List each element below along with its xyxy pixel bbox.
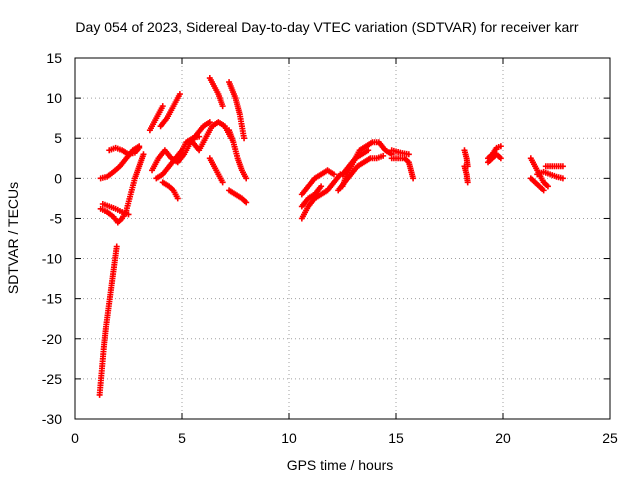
data-point-marker: [136, 144, 143, 151]
y-tick-label: 0: [54, 170, 62, 186]
x-tick-label: 20: [495, 430, 511, 446]
data-point-marker: [365, 147, 372, 154]
y-tick-label: -20: [42, 331, 62, 347]
x-tick-label: 10: [281, 430, 297, 446]
data-point-marker: [330, 171, 337, 178]
data-point-marker: [113, 243, 120, 250]
data-point-marker: [196, 133, 203, 140]
data-point-marker: [410, 175, 417, 182]
y-tick-label: 10: [46, 90, 62, 106]
x-axis-label: GPS time / hours: [287, 457, 394, 473]
y-tick-label: 5: [54, 130, 62, 146]
x-tick-label: 5: [178, 430, 186, 446]
y-tick-label: -30: [42, 411, 62, 427]
y-tick-label: -10: [42, 251, 62, 267]
data-point-marker: [241, 135, 248, 142]
data-point-marker: [219, 103, 226, 110]
data-point-marker: [405, 151, 412, 158]
chart-title: Day 054 of 2023, Sidereal Day-to-day VTE…: [75, 19, 578, 35]
y-tick-label: -5: [50, 210, 63, 226]
data-point-marker: [159, 103, 166, 110]
data-points: [96, 75, 566, 398]
data-point-marker: [219, 179, 226, 186]
data-point-marker: [559, 163, 566, 170]
data-point-marker: [125, 211, 132, 218]
y-tick-label: 15: [46, 50, 62, 66]
data-point-marker: [140, 151, 147, 158]
data-point-marker: [243, 199, 250, 206]
data-point-marker: [497, 143, 504, 150]
y-axis-label: SDTVAR / TECUs: [5, 182, 21, 294]
y-tick-label: -15: [42, 291, 62, 307]
data-point-marker: [559, 175, 566, 182]
x-tick-label: 25: [602, 430, 618, 446]
data-point-marker: [318, 183, 325, 190]
data-point-marker: [174, 195, 181, 202]
data-point-marker: [544, 183, 551, 190]
data-point-marker: [176, 91, 183, 98]
x-tick-label: 15: [388, 430, 404, 446]
plot-frame: [74, 57, 611, 420]
data-point-marker: [464, 179, 471, 186]
grid: [75, 58, 610, 419]
x-tick-label: 0: [71, 430, 79, 446]
y-tick-label: -25: [42, 371, 62, 387]
data-point-marker: [243, 175, 250, 182]
data-point-marker: [206, 119, 213, 126]
data-point-marker: [380, 152, 387, 159]
axis-ticks: 0 5 10 15 20 25 -30 -25 -20 -15 -10 -5 0 5 10 15: [42, 50, 618, 446]
data-point-marker: [540, 187, 547, 194]
data-point-marker: [497, 155, 504, 162]
